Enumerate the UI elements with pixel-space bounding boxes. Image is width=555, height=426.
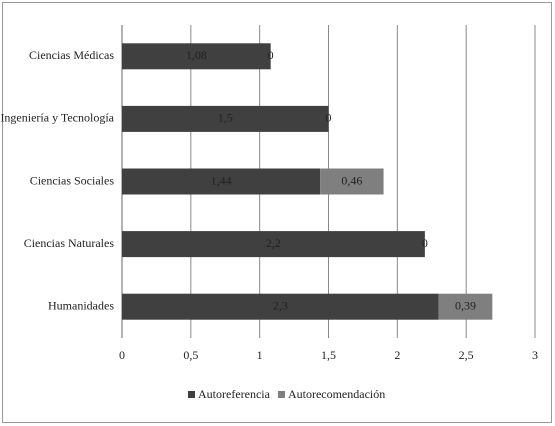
value-label: 2,3 <box>273 298 288 312</box>
bar-segment <box>122 168 321 195</box>
value-label: 0 <box>268 48 274 62</box>
y-tick-label: Ciencias Sociales <box>30 173 115 187</box>
bar-segment <box>122 293 439 320</box>
x-tick-label: 1 <box>257 348 263 362</box>
value-label: 2,2 <box>266 236 281 250</box>
bar-segment <box>122 231 425 258</box>
x-tick-label: 2 <box>394 348 400 362</box>
y-tick-label: Humanidades <box>48 298 114 312</box>
value-label: 1,08 <box>186 48 207 62</box>
x-tick-label: 0,5 <box>183 348 198 362</box>
y-tick-label: Ciencias Médicas <box>29 48 114 62</box>
bar-segment <box>320 168 384 195</box>
chart-border <box>2 2 552 423</box>
legend-swatch <box>277 391 285 398</box>
x-tick-label: 2,5 <box>459 348 474 362</box>
y-tick-label: Ingeniería y Tecnología <box>0 111 114 125</box>
value-label: 1,5 <box>218 111 233 125</box>
value-label: 0 <box>326 111 332 125</box>
legend-label: Autoreferencia <box>198 387 271 401</box>
bar-segment <box>122 43 271 70</box>
legend-label: Autorecomendación <box>288 387 385 401</box>
bar-segment <box>122 105 329 132</box>
bar-segment <box>438 293 493 320</box>
value-label: 1,44 <box>211 173 232 187</box>
y-tick-label: Ciencias Naturales <box>24 236 115 250</box>
x-tick-label: 0 <box>119 348 125 362</box>
x-tick-label: 3 <box>532 348 538 362</box>
x-tick-label: 1,5 <box>321 348 336 362</box>
value-label: 0,46 <box>341 173 362 187</box>
value-label: 0 <box>422 236 428 250</box>
legend-swatch <box>188 391 195 398</box>
value-label: 0,39 <box>455 298 476 312</box>
